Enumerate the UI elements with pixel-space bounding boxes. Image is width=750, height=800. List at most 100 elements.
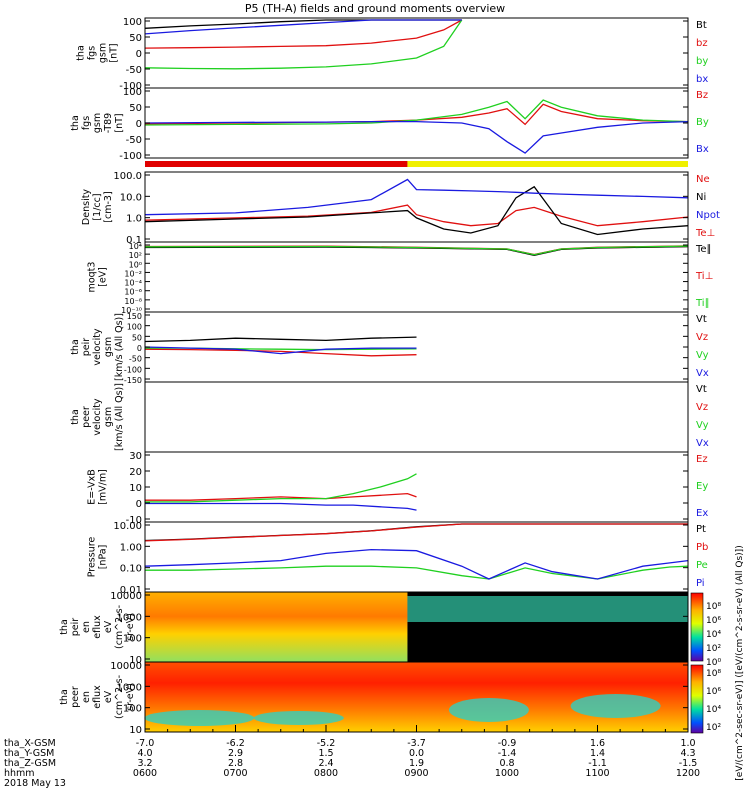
panel-ylabel: [cm-3] <box>103 191 114 222</box>
y-tick-label: -50 <box>126 65 142 76</box>
colorbar-tick: 10² <box>706 723 721 733</box>
colorbar-tick: 10⁶ <box>706 616 721 626</box>
x-axis-value: 0600 <box>133 768 157 779</box>
panel-frame <box>144 241 689 313</box>
y-tick-label: 10 <box>129 483 142 494</box>
colorbar-tick: 10⁴ <box>706 705 721 715</box>
legend-bt: Bt <box>696 20 707 31</box>
legend-bx: bx <box>696 74 708 85</box>
colorbar-bottom <box>690 664 704 734</box>
panel-ylabel: tha <box>70 339 81 355</box>
panel-ylabel: [km/s (All Qs)] <box>114 383 125 451</box>
x-axis-value: 1.4 <box>590 748 605 759</box>
x-axis-value: 2.4 <box>318 758 333 769</box>
y-tick-label: 1000 <box>117 612 142 623</box>
y-tick-label: -50 <box>126 135 142 146</box>
y-tick-label: -50 <box>129 355 142 364</box>
series-vx-line <box>144 346 417 355</box>
panel-ylabel: fgs <box>81 116 92 130</box>
legend-ne: Ne <box>696 174 710 185</box>
panel-frame <box>144 451 689 523</box>
x-axis-value: -1.1 <box>588 758 607 769</box>
spectrogram-fill <box>407 596 688 622</box>
panel-ylabel: tha <box>59 619 70 635</box>
series-by-line <box>144 99 689 126</box>
panel-frame <box>144 381 689 453</box>
y-tick-label: -150 <box>124 376 142 385</box>
panel-ylabel: [km/s (All Qs)] <box>114 313 125 381</box>
panel-ylabel: moqt3 <box>87 262 98 293</box>
x-axis-value: 1.9 <box>409 758 424 769</box>
panel-ylabel: eflux <box>92 685 103 709</box>
panel-ylabel: eV <box>103 620 114 633</box>
legend-te: Te⊥ <box>695 228 715 239</box>
y-tick-label: 100 <box>123 17 142 28</box>
legend-vt: Vt <box>696 384 707 395</box>
panel-ylabel: fgs <box>87 46 98 60</box>
panel-ylabel: Pressure <box>87 537 98 578</box>
x-axis-value: 1200 <box>676 768 700 779</box>
y-tick-label: 10000 <box>110 591 142 602</box>
y-tick-label: 100.0 <box>113 171 142 182</box>
series-vz-line <box>144 348 417 357</box>
y-tick-label: 1.00 <box>120 542 142 553</box>
series-vt-line <box>144 336 417 343</box>
panel-ylabel: eV <box>103 690 114 703</box>
colorbar-tick: 10⁴ <box>706 630 721 640</box>
legend-te: Te∥ <box>695 244 712 255</box>
x-axis-value: 1000 <box>495 768 519 779</box>
x-axis-value: -1.4 <box>498 748 517 759</box>
y-tick-label: -10 <box>126 515 142 526</box>
legend-ti: Ti⊥ <box>695 271 713 282</box>
y-tick-label: 10⁻¹⁰ <box>121 306 142 315</box>
colorbar-tick: 10⁰ <box>706 658 721 668</box>
x-axis-row-label: tha_X-GSM <box>4 738 56 749</box>
y-tick-label: 20 <box>129 467 142 478</box>
legend-vt: Vt <box>696 314 707 325</box>
y-tick-label: -100 <box>124 365 142 374</box>
panel-ylabel: [nT] <box>114 113 125 132</box>
legend-by: By <box>696 117 709 128</box>
x-axis-value: 0800 <box>314 768 338 779</box>
panel-ylabel: eflux <box>92 615 103 639</box>
legend-pe: Pe <box>696 560 708 571</box>
panel-ylabel: E=-VxB <box>87 469 98 504</box>
y-tick-label: -100 <box>119 151 142 162</box>
legend-bz: bz <box>696 38 708 49</box>
panel-ylabel: [eV] <box>98 267 109 287</box>
y-tick-label: 0.01 <box>120 585 142 596</box>
y-tick-label: 10⁴ <box>129 242 142 251</box>
series-ey-line <box>145 473 417 503</box>
series-ex-line <box>145 502 417 511</box>
x-axis-value: -5.2 <box>317 738 336 749</box>
legend-pb: Pb <box>696 542 708 553</box>
y-tick-label: 150 <box>127 312 142 321</box>
panel-ylabel: sr-eV) <box>125 683 136 711</box>
y-tick-label: 1.0 <box>126 214 142 225</box>
y-tick-label: 50 <box>129 33 142 44</box>
y-tick-label: 10.00 <box>113 521 142 532</box>
y-tick-label: 30 <box>129 451 142 462</box>
spectrogram-fill <box>145 592 408 662</box>
panel-ylabel: [mV/m] <box>98 469 109 505</box>
legend-bx: Bx <box>696 144 709 155</box>
series-ti-line <box>144 245 689 256</box>
spectrogram-fill <box>144 710 255 726</box>
y-tick-label: 100 <box>123 87 142 98</box>
series-bx-line <box>144 120 689 154</box>
x-axis-value: -0.9 <box>498 738 517 749</box>
legend-bz: Bz <box>696 90 708 101</box>
y-tick-label: 100 <box>127 323 142 332</box>
panel-ylabel: velocity <box>92 398 103 436</box>
colorbar-tick: 10⁶ <box>706 687 721 697</box>
x-axis-value: 0.8 <box>499 758 514 769</box>
page-title: P5 (TH-A) fields and ground moments over… <box>245 2 505 15</box>
panel-ylabel: -T89 <box>103 113 114 133</box>
y-tick-label: 0.10 <box>120 564 142 575</box>
x-axis-row-label: tha_Y-GSM <box>4 748 54 759</box>
series-ni-line <box>144 185 689 236</box>
x-axis-value: -1.5 <box>679 758 698 769</box>
panel-ylabel: (cm^2-s- <box>114 605 125 649</box>
colorbar-label: [eV/(cm^2-sec-sr-eV)] ([eV/(cm^2-s-sr-eV… <box>735 545 745 780</box>
